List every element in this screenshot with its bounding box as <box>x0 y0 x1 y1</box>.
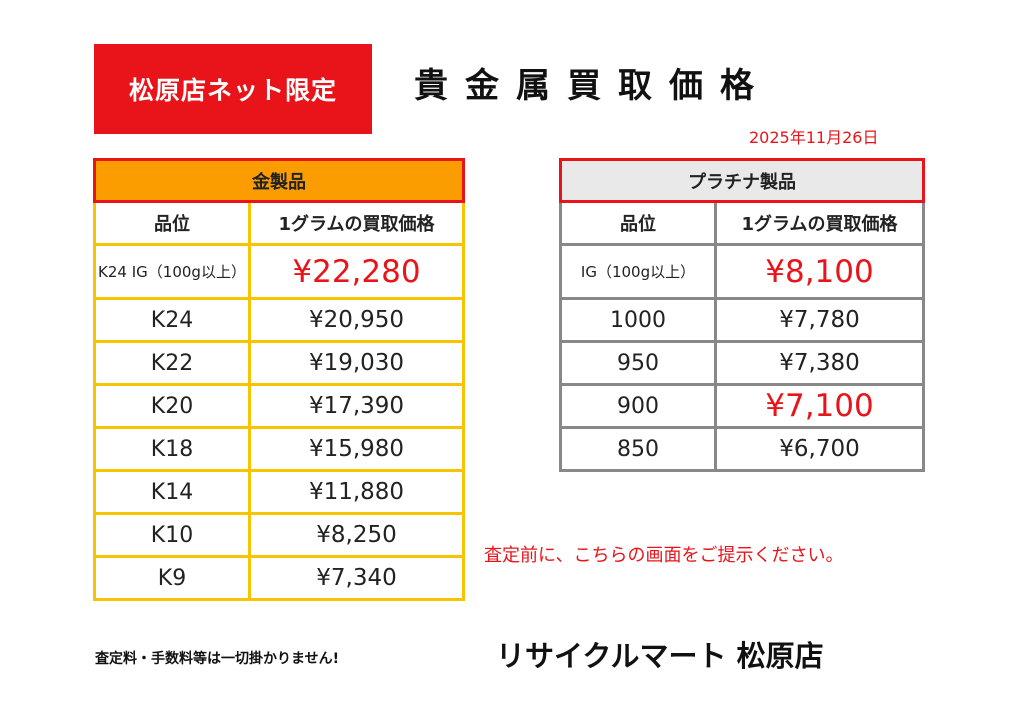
gold-col-grade: 品位 <box>93 200 251 246</box>
platinum-price: ¥6,700 <box>714 426 925 472</box>
gold-price-table: 金製品 品位 1グラムの買取価格 K24 IG（100g以上） ¥22,280 … <box>93 158 465 601</box>
gold-grade: K9 <box>93 555 251 601</box>
table-row: K22 ¥19,030 <box>93 340 465 386</box>
show-screen-notice: 査定前に、こちらの画面をご提示ください。 <box>484 545 844 566</box>
platinum-price: ¥8,100 <box>714 243 925 300</box>
gold-price: ¥20,950 <box>248 297 465 343</box>
gold-price: ¥8,250 <box>248 512 465 558</box>
gold-grade: K20 <box>93 383 251 429</box>
gold-table-header: 金製品 <box>93 158 465 203</box>
gold-price: ¥22,280 <box>248 243 465 300</box>
gold-price: ¥7,340 <box>248 555 465 601</box>
platinum-price: ¥7,780 <box>714 297 925 343</box>
store-name: リサイクルマート 松原店 <box>496 639 824 673</box>
table-row: K18 ¥15,980 <box>93 426 465 472</box>
gold-grade: K14 <box>93 469 251 515</box>
platinum-grade: 900 <box>559 383 717 429</box>
table-row: 900 ¥7,100 <box>559 383 925 429</box>
table-row: K9 ¥7,340 <box>93 555 465 601</box>
platinum-col-price: 1グラムの買取価格 <box>714 200 925 246</box>
gold-price: ¥11,880 <box>248 469 465 515</box>
gold-col-price: 1グラムの買取価格 <box>248 200 465 246</box>
gold-grade: K24 <box>93 297 251 343</box>
table-row: K20 ¥17,390 <box>93 383 465 429</box>
table-row: 950 ¥7,380 <box>559 340 925 386</box>
table-row: 850 ¥6,700 <box>559 426 925 472</box>
platinum-grade: 950 <box>559 340 717 386</box>
platinum-price: ¥7,380 <box>714 340 925 386</box>
gold-price: ¥17,390 <box>248 383 465 429</box>
store-limited-badge: 松原店ネット限定 <box>94 44 372 134</box>
gold-grade: K10 <box>93 512 251 558</box>
table-row: K24 ¥20,950 <box>93 297 465 343</box>
table-row: 1000 ¥7,780 <box>559 297 925 343</box>
platinum-grade: 1000 <box>559 297 717 343</box>
platinum-price-table: プラチナ製品 品位 1グラムの買取価格 IG（100g以上） ¥8,100 10… <box>559 158 925 472</box>
gold-grade: K18 <box>93 426 251 472</box>
gold-price: ¥19,030 <box>248 340 465 386</box>
table-row: K10 ¥8,250 <box>93 512 465 558</box>
platinum-grade: 850 <box>559 426 717 472</box>
no-fee-note: 査定料・手数料等は一切掛かりません! <box>95 651 339 667</box>
platinum-table-header: プラチナ製品 <box>559 158 925 203</box>
platinum-col-grade: 品位 <box>559 200 717 246</box>
gold-grade: K22 <box>93 340 251 386</box>
page-title: 貴金属買取価格 <box>414 66 771 106</box>
gold-price: ¥15,980 <box>248 426 465 472</box>
table-row: K24 IG（100g以上） ¥22,280 <box>93 243 465 300</box>
table-row: K14 ¥11,880 <box>93 469 465 515</box>
price-date: 2025年11月26日 <box>749 128 879 147</box>
table-row: IG（100g以上） ¥8,100 <box>559 243 925 300</box>
gold-grade: K24 IG（100g以上） <box>93 243 251 300</box>
platinum-price: ¥7,100 <box>714 383 925 429</box>
platinum-grade: IG（100g以上） <box>559 243 717 300</box>
